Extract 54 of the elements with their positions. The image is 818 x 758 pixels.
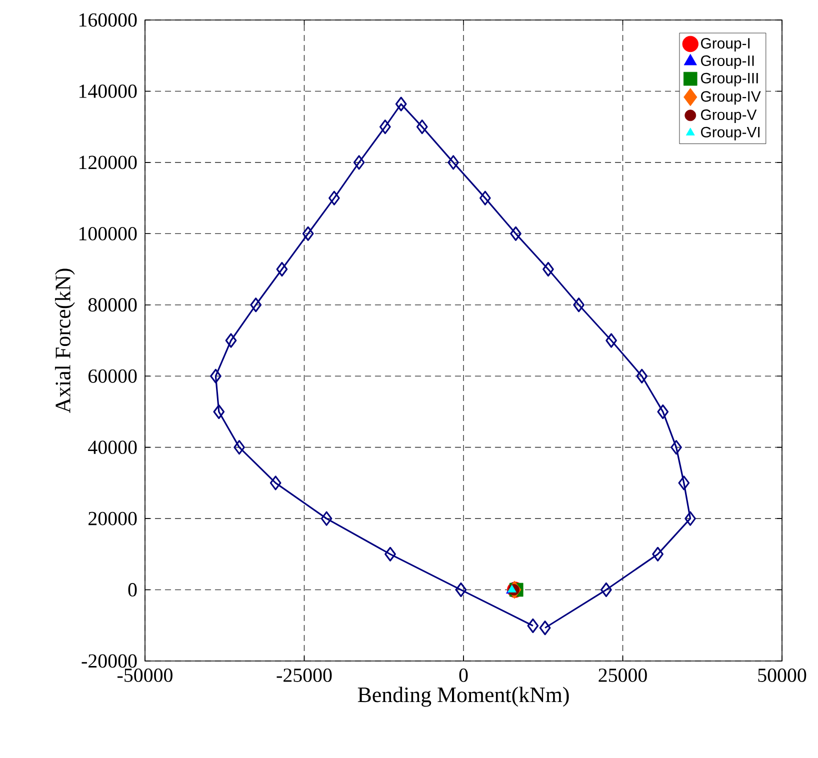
point <box>678 476 690 490</box>
y-tick-label: 160000 <box>79 13 137 27</box>
point <box>455 582 467 598</box>
x-tick-label: 50000 <box>758 668 806 682</box>
y-tick-label: 60000 <box>88 369 137 383</box>
legend-label: Group-II <box>701 55 754 69</box>
y-tick-label: -20000 <box>82 654 137 668</box>
x-tick-label: -50000 <box>118 668 172 682</box>
point <box>320 511 332 526</box>
point <box>328 190 340 206</box>
point <box>684 511 696 526</box>
point <box>276 262 288 277</box>
legend-label: Group-IV <box>701 91 761 105</box>
y-tick-label: 140000 <box>79 84 137 98</box>
point <box>225 333 237 348</box>
legend-label: Group-VI <box>701 126 760 140</box>
point <box>527 618 539 634</box>
x-axis-title: Bending Moment(kNm) <box>358 686 569 707</box>
point <box>395 96 407 112</box>
y-tick-label: 0 <box>128 583 137 596</box>
point <box>270 476 282 490</box>
point <box>302 226 314 241</box>
point <box>448 155 459 170</box>
point <box>539 620 551 636</box>
point <box>573 298 584 312</box>
point <box>636 368 648 384</box>
x-tick-label: -25000 <box>276 668 332 682</box>
y-tick-label: 100000 <box>79 226 137 240</box>
point <box>210 368 222 384</box>
legend-label: Group-I <box>701 38 750 52</box>
y-tick-label: 80000 <box>88 298 137 312</box>
point <box>600 582 612 598</box>
point <box>510 226 522 241</box>
y-tick-label: 40000 <box>88 440 137 454</box>
y-tick-label: 120000 <box>79 156 137 170</box>
point <box>416 120 428 134</box>
point <box>542 262 554 277</box>
legend-label: Group-V <box>701 109 757 123</box>
x-tick-label: 0 <box>459 668 468 682</box>
x-tick-label: 25000 <box>598 668 647 682</box>
point <box>213 404 225 420</box>
legend-label: Group-III <box>701 72 758 86</box>
point <box>657 404 669 420</box>
point <box>379 120 391 134</box>
point <box>670 440 682 455</box>
point <box>384 546 396 562</box>
y-axis-title: Axial Force(kN) <box>54 268 75 414</box>
y-tick-label: 20000 <box>88 512 137 526</box>
point <box>250 298 262 312</box>
point <box>479 190 491 206</box>
point <box>234 440 245 455</box>
point <box>353 155 365 170</box>
point <box>652 546 664 562</box>
point <box>606 333 617 348</box>
